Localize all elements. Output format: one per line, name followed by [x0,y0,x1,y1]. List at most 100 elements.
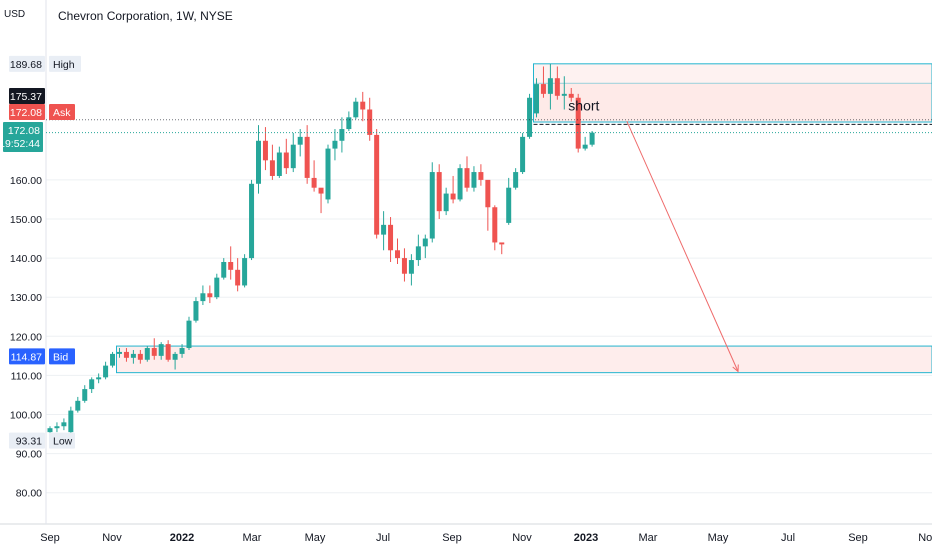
ask-label-box [49,104,75,120]
candle-body [47,428,53,433]
candle-body [339,129,345,141]
candle [137,349,143,364]
low-label-text: Low [53,436,73,448]
x-tick-label: 2022 [170,532,194,544]
candle-body [325,148,331,200]
countdown-timer: 19:52:44 [0,138,40,150]
candle-body [450,193,456,200]
candle [527,93,533,139]
candle-body [186,320,192,349]
candle [589,131,595,147]
bid-price-tag: 114.87 [9,348,45,365]
x-tick-label: 2023 [574,532,598,544]
candle [443,187,449,216]
x-tick-label: Nov [102,532,122,544]
last-price-tag: 175.37 [9,88,45,104]
bid-label-text: Bid [53,351,68,363]
candle [395,238,400,264]
candle-body [582,144,588,149]
candle [520,132,526,175]
candle [561,76,567,110]
current-price-box [3,122,43,152]
low-price-tag-value: 93.31 [16,436,42,448]
candle [513,168,519,190]
candle [242,254,248,288]
candle-body [415,246,421,261]
candle [575,93,581,153]
candle [415,234,421,266]
candle-body [534,84,539,114]
x-tick-label: Mar [639,532,658,544]
bid-label: Bid [49,348,75,365]
candle-body [207,293,213,298]
candle [381,211,387,251]
candle-body [82,389,88,401]
candle [228,246,234,280]
candle-body [395,250,400,259]
low-label-box [49,432,75,449]
candle-body [568,93,574,98]
candle-body [61,422,67,427]
candle [401,248,407,282]
ask-price-tag: 172.08 [9,104,45,120]
y-tick-label: 120.00 [10,331,42,343]
candle [568,87,574,102]
candle-body [297,136,303,145]
candle-body [464,168,470,188]
candle [172,351,178,370]
candles [47,63,595,438]
candle [256,125,261,194]
grid-lines [0,0,932,525]
zones [116,63,932,374]
candle [165,340,171,362]
candle [492,205,498,251]
candle [186,316,192,350]
candle-body [75,400,81,411]
candle [269,144,275,180]
candle [207,285,213,304]
y-tick-label: 130.00 [10,292,42,304]
currency-label: USD [4,9,26,20]
ask-price-tag-box [9,104,45,120]
x-tick-label: May [305,532,326,544]
candle [540,66,546,98]
y-tick-label: 80.00 [16,488,42,500]
bid-price-tag-box [9,348,45,365]
candle-body [353,101,359,118]
low-price-tag: 93.31 [9,432,45,449]
candle [457,164,463,202]
candle-body [485,179,491,208]
high-price-tag: 189.68 [9,55,45,72]
candle [235,258,241,292]
candle [179,344,185,358]
x-tick-label: Sep [442,532,462,544]
high-label: High [49,55,81,72]
candle-body [401,258,407,274]
candle-body [172,353,178,360]
x-tick-label: Nov [512,532,532,544]
overlay: short [46,98,932,373]
forecast-arrow-head [732,364,739,373]
candle [283,138,289,175]
y-tick-label: 140.00 [10,253,42,265]
y-axis: 80.00 90.00 100.00 110.00 120.00 130.00 140.00… [10,175,42,500]
candle [346,111,352,131]
candle-body [318,187,324,194]
candle [123,348,129,362]
candle [360,91,366,122]
candle [534,78,539,118]
candle-body [242,258,248,286]
candle-body [103,365,109,378]
y-tick-label: 150.00 [10,214,42,226]
candle-body [200,293,206,302]
candle-body [492,207,498,243]
candle-body [276,152,282,176]
candle-body [589,132,595,145]
candle [367,97,373,141]
forecast-arrow-line [626,121,739,372]
candle [144,346,150,362]
x-tick-label: Sep [848,532,868,544]
